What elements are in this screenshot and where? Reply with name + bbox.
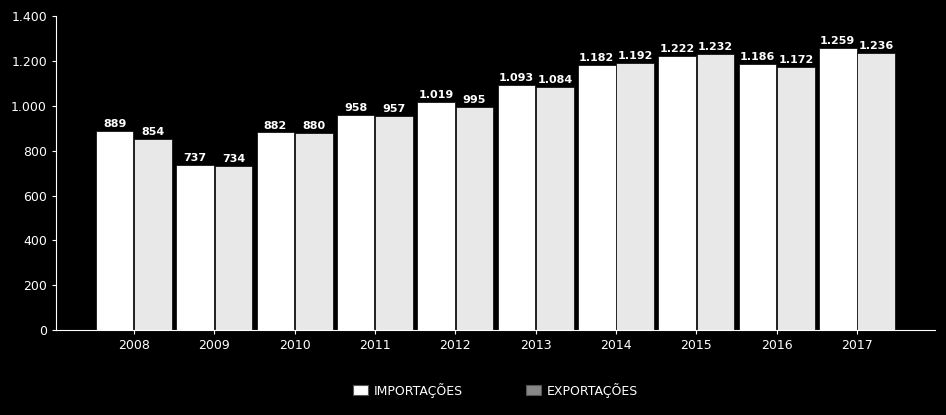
Text: 889: 889 [103,119,127,129]
Bar [456,107,493,330]
Text: 1.259: 1.259 [820,36,855,46]
Text: 1.192: 1.192 [618,51,653,61]
Text: 880: 880 [302,121,325,131]
Bar [578,65,616,330]
Text: 995: 995 [463,95,486,105]
Bar [498,85,535,330]
Bar [739,64,777,330]
Text: 854: 854 [142,127,165,137]
Text: 1.019: 1.019 [418,90,454,100]
Text: 1.093: 1.093 [499,73,534,83]
Bar [697,54,734,330]
Bar [96,131,133,330]
Bar [417,102,455,330]
Text: 1.182: 1.182 [579,53,614,63]
Bar [215,166,253,330]
Bar [337,115,375,330]
Bar [256,132,294,330]
Bar [536,87,573,330]
Text: 882: 882 [264,120,287,131]
Text: 1.084: 1.084 [537,75,572,85]
Text: 1.186: 1.186 [740,52,775,62]
Bar [819,48,856,330]
Bar [295,133,333,330]
Bar [134,139,172,330]
Text: 1.172: 1.172 [779,56,814,66]
Text: 737: 737 [184,153,206,163]
Legend: IMPORTAÇÕES, EXPORTAÇÕES: IMPORTAÇÕES, EXPORTAÇÕES [348,378,643,403]
Bar [617,63,654,330]
Bar [376,115,412,330]
Text: 1.222: 1.222 [659,44,694,54]
Bar [857,53,895,330]
Bar [658,56,696,330]
Text: 1.232: 1.232 [698,42,733,52]
Text: 957: 957 [382,104,406,114]
Bar [777,67,815,330]
Text: 734: 734 [221,154,245,164]
Text: 958: 958 [344,103,367,113]
Bar [176,165,214,330]
Text: 1.236: 1.236 [859,41,894,51]
